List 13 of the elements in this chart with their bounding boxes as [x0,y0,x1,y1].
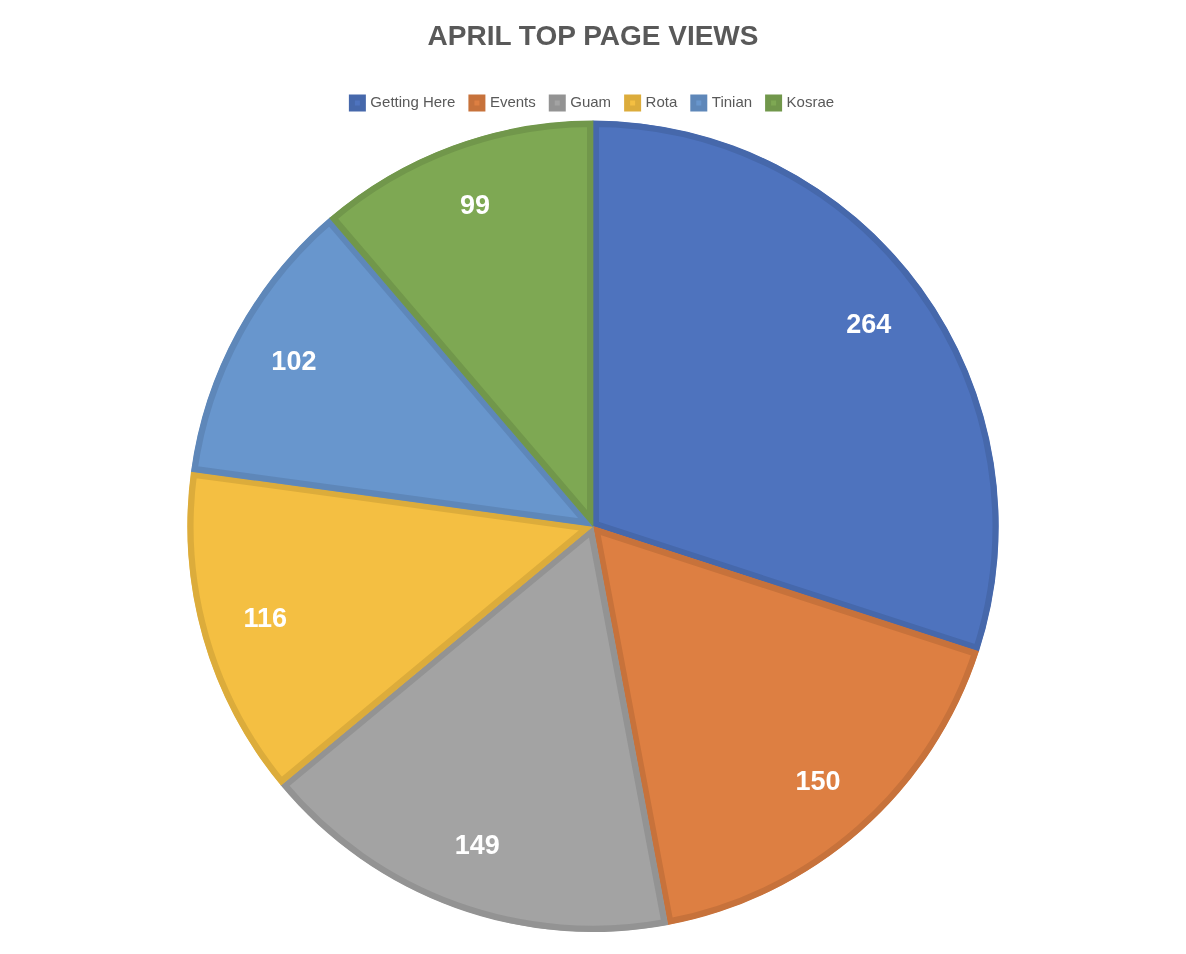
chart-title: APRIL TOP PAGE VIEWS [427,19,759,51]
data-label: 116 [243,603,288,634]
legend-label: Events [489,93,536,111]
data-label: 264 [846,309,892,340]
data-label: 99 [460,190,491,221]
legend-label: Tinian [711,93,753,111]
data-label: 102 [271,346,317,377]
data-label: 150 [795,765,841,796]
legend-label: Kosrae [786,93,835,111]
legend-label: Guam [570,93,612,111]
data-label: 149 [454,830,500,861]
legend-label: Rota [645,93,678,111]
legend-label: Getting Here [370,93,456,111]
